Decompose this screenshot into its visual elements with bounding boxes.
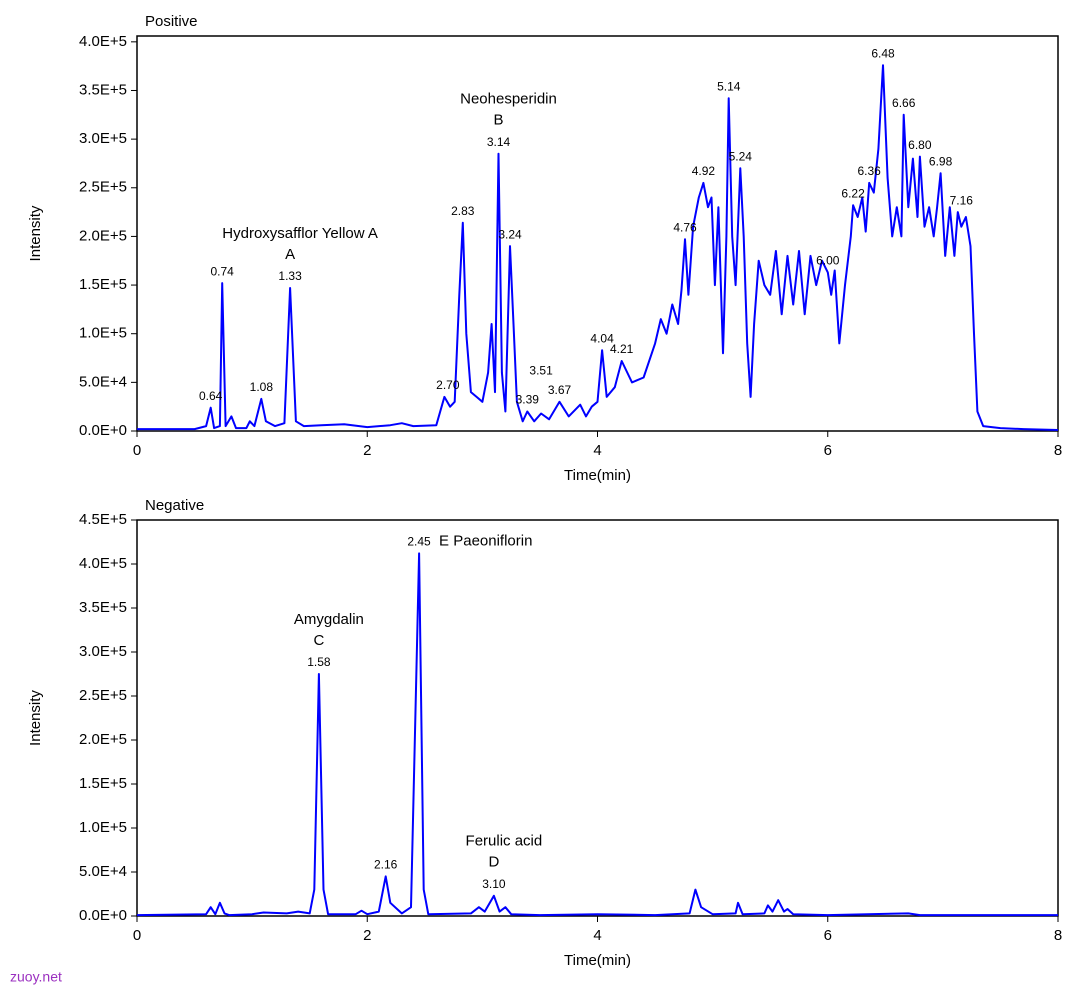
x-tick-label: 8 bbox=[1054, 927, 1062, 944]
peak-label: 4.92 bbox=[692, 164, 716, 178]
x-tick-label: 0 bbox=[133, 927, 141, 944]
y-tick-label: 2.5E+5 bbox=[79, 179, 127, 196]
y-tick-label: 5.0E+4 bbox=[79, 863, 127, 880]
peak-label: 3.24 bbox=[498, 227, 522, 241]
x-tick-label: 6 bbox=[824, 442, 832, 459]
peak-label: 4.21 bbox=[610, 342, 634, 356]
compound-letter: A bbox=[285, 246, 295, 263]
peak-label: 6.80 bbox=[908, 138, 932, 152]
y-tick-label: 2.5E+5 bbox=[79, 687, 127, 704]
y-tick-label: 3.0E+5 bbox=[79, 643, 127, 660]
peak-label: 2.16 bbox=[374, 858, 398, 872]
plot-frame bbox=[136, 519, 1059, 917]
peak-label: 0.74 bbox=[211, 264, 235, 278]
peak-label: 4.04 bbox=[590, 331, 614, 345]
x-axis-label: Time(min) bbox=[564, 952, 631, 969]
x-axis-label: Time(min) bbox=[564, 467, 631, 484]
y-tick-label: 4.0E+5 bbox=[79, 555, 127, 572]
y-axis-label: Intensity bbox=[27, 690, 44, 746]
compound-letter: D bbox=[488, 854, 499, 871]
peak-label: 6.00 bbox=[816, 254, 840, 268]
y-tick-label: 1.0E+5 bbox=[79, 819, 127, 836]
y-tick-label: 0.0E+0 bbox=[79, 907, 127, 924]
trace bbox=[136, 552, 1058, 917]
peak-label: 3.51 bbox=[529, 364, 553, 378]
peak-label: 3.14 bbox=[487, 135, 511, 149]
compound-name: Amygdalin bbox=[294, 611, 364, 628]
peak-label: 1.08 bbox=[250, 380, 274, 394]
y-tick-label: 2.0E+5 bbox=[79, 227, 127, 244]
compound-name: Hydroxysafflor Yellow A bbox=[222, 225, 378, 242]
y-tick-label: 3.5E+5 bbox=[79, 599, 127, 616]
y-tick-label: 3.0E+5 bbox=[79, 130, 127, 147]
trace bbox=[137, 64, 1059, 431]
panel-title: Positive bbox=[145, 13, 198, 30]
x-tick-label: 0 bbox=[133, 442, 141, 459]
peak-label: 5.24 bbox=[729, 149, 753, 163]
y-tick-label: 2.0E+5 bbox=[79, 731, 127, 748]
compound-name: Neohesperidin bbox=[460, 91, 557, 108]
y-axis-label: Intensity bbox=[27, 205, 44, 261]
peak-label: 6.98 bbox=[929, 154, 953, 168]
peak-label: 5.14 bbox=[717, 79, 741, 93]
peak-label: 6.48 bbox=[871, 46, 895, 60]
peak-label: 3.39 bbox=[516, 393, 540, 407]
compound-name: E Paeoniflorin bbox=[439, 532, 532, 549]
peak-label: 6.66 bbox=[892, 96, 916, 110]
peak-label: 7.16 bbox=[950, 193, 974, 207]
peak-label: 2.45 bbox=[407, 535, 431, 549]
y-tick-label: 0.0E+0 bbox=[79, 422, 127, 439]
peak-label: 0.64 bbox=[199, 389, 223, 403]
x-tick-label: 6 bbox=[824, 927, 832, 944]
x-tick-label: 4 bbox=[593, 927, 601, 944]
compound-letter: B bbox=[493, 112, 503, 129]
x-tick-label: 2 bbox=[363, 927, 371, 944]
x-tick-label: 2 bbox=[363, 442, 371, 459]
panel-title: Negative bbox=[145, 497, 204, 514]
peak-label: 1.58 bbox=[307, 655, 331, 669]
peak-label: 1.33 bbox=[278, 269, 302, 283]
y-tick-label: 1.5E+5 bbox=[79, 276, 127, 293]
peak-label: 4.76 bbox=[673, 221, 697, 235]
x-tick-label: 8 bbox=[1054, 442, 1062, 459]
peak-label: 2.70 bbox=[436, 378, 460, 392]
peak-label: 3.10 bbox=[482, 877, 506, 891]
watermark: zuoy.net bbox=[10, 969, 62, 985]
compound-name: Ferulic acid bbox=[466, 833, 543, 850]
y-tick-label: 4.0E+5 bbox=[79, 33, 127, 50]
y-tick-label: 1.0E+5 bbox=[79, 325, 127, 342]
y-tick-label: 5.0E+4 bbox=[79, 373, 127, 390]
peak-label: 6.36 bbox=[858, 164, 882, 178]
compound-letter: C bbox=[313, 632, 324, 649]
y-tick-label: 1.5E+5 bbox=[79, 775, 127, 792]
y-tick-label: 4.5E+5 bbox=[79, 511, 127, 528]
peak-label: 6.22 bbox=[841, 186, 865, 200]
x-tick-label: 4 bbox=[593, 442, 601, 459]
peak-label: 2.83 bbox=[451, 204, 475, 218]
y-tick-label: 3.5E+5 bbox=[79, 81, 127, 98]
peak-label: 3.67 bbox=[548, 383, 572, 397]
